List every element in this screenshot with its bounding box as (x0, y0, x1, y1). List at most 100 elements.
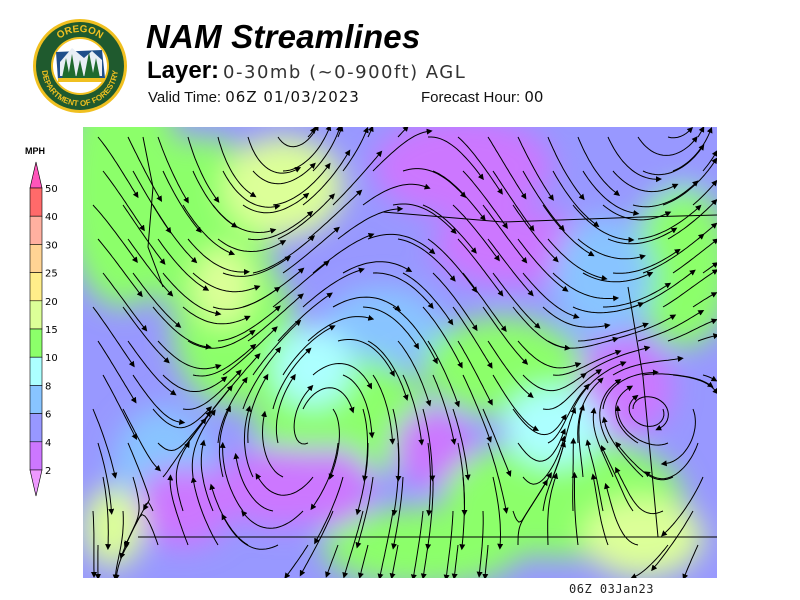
streamline (603, 282, 672, 308)
streamline (637, 136, 698, 156)
streamline (332, 150, 383, 206)
streamline (152, 406, 212, 429)
streamline (372, 272, 434, 309)
streamline (152, 306, 212, 350)
layer-label: Layer: (147, 57, 220, 84)
layer-line: Layer: 0-30mb (~0-900ft) AGL (147, 57, 466, 85)
streamline (582, 170, 640, 216)
streamline (242, 192, 310, 214)
streamline (97, 238, 143, 298)
streamline (517, 238, 569, 292)
streamline (422, 204, 477, 254)
streamline (582, 345, 651, 376)
legend-swatch (29, 441, 43, 471)
streamline (397, 238, 456, 282)
streamline (102, 476, 112, 551)
streamline (682, 544, 699, 578)
forecast-hour: Forecast Hour: 00 (421, 88, 543, 106)
streamline (604, 482, 639, 546)
streamline (612, 248, 681, 274)
streamline (462, 272, 507, 332)
streamline (222, 170, 281, 210)
legend-swatch (29, 187, 43, 217)
streamline (277, 193, 335, 240)
legend-tick-label: 25 (45, 269, 58, 280)
streamline (302, 149, 351, 206)
streamline (630, 544, 669, 578)
streamline (697, 333, 717, 342)
streamline (426, 442, 433, 517)
streamline (492, 272, 541, 329)
streamline (702, 150, 717, 172)
streamline (492, 476, 504, 550)
streamline (357, 544, 369, 578)
streamline (377, 510, 394, 578)
streamline (233, 452, 274, 512)
streamline (542, 306, 611, 329)
streamline (420, 544, 429, 578)
streamline (651, 510, 694, 572)
streamline (132, 374, 186, 426)
wind-speed-area (293, 447, 373, 527)
streamline (122, 408, 161, 472)
streamline (175, 441, 190, 512)
map-timestamp: 06Z 03Jan23 (569, 582, 654, 596)
streamline (372, 128, 433, 172)
streamline (152, 204, 198, 264)
streamline (612, 355, 684, 376)
streamline (97, 136, 139, 199)
legend-tick-label: 30 (45, 240, 58, 251)
streamline (243, 405, 254, 478)
streamline (127, 442, 150, 511)
streamline (212, 353, 261, 410)
streamline (644, 442, 699, 480)
streamline (97, 442, 115, 515)
streamline (199, 439, 214, 512)
streamline (182, 204, 236, 256)
streamline (402, 374, 425, 446)
streamline (402, 272, 454, 326)
streamline (577, 322, 649, 342)
streamline (547, 336, 619, 349)
streamline (452, 204, 500, 262)
streamline (284, 544, 309, 578)
legend-swatch (29, 272, 43, 302)
wind-speed-legend: MPH 50 40 30 25 20 15 10 8 6 4 2 (25, 146, 58, 497)
streamline (157, 238, 210, 291)
streamline (92, 408, 118, 479)
streamline (601, 416, 644, 478)
layer-value: 0-30mb (~0-900ft) AGL (223, 62, 467, 83)
legend-swatch (29, 215, 43, 245)
forecast-hour-value: 00 (524, 88, 544, 106)
streamline-map (83, 127, 717, 578)
streamline (247, 293, 304, 342)
streamline (217, 238, 287, 253)
streamline (452, 306, 493, 369)
streamline (275, 373, 296, 444)
streamline (310, 442, 339, 511)
streamline (127, 136, 163, 202)
wind-speed-area (273, 327, 353, 407)
streamline (307, 127, 316, 138)
streamline (427, 238, 478, 293)
streamline (422, 306, 463, 369)
streamline (392, 306, 438, 365)
streamline (572, 361, 627, 410)
wind-speed-area (393, 407, 473, 487)
wind-speed-area (323, 507, 523, 578)
legend-over-triangle (29, 161, 43, 189)
streamline (457, 340, 493, 406)
streamline (391, 442, 400, 517)
legend-tick-label: 50 (45, 184, 58, 195)
legend-tick-label: 8 (45, 381, 51, 392)
streamline (307, 189, 363, 240)
legend-tick-label: 20 (45, 297, 58, 308)
streamline (282, 226, 340, 274)
streamline (615, 441, 674, 481)
streamline (342, 261, 413, 274)
streamline (492, 374, 540, 431)
streamline (162, 374, 228, 392)
streamline (577, 136, 621, 196)
streamline (522, 435, 566, 485)
